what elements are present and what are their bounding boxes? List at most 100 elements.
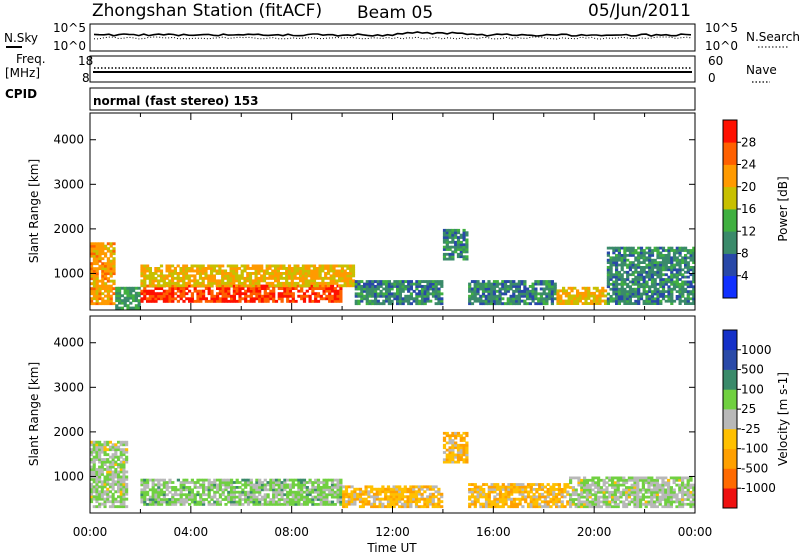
- velocity-cell: [414, 502, 419, 506]
- power-cell: [689, 290, 693, 293]
- power-cell: [176, 276, 180, 280]
- velocity-cell: [95, 492, 99, 496]
- power-cell: [515, 282, 519, 286]
- velocity-cell: [675, 505, 679, 509]
- velocity-cell: [103, 475, 107, 479]
- power-cell: [659, 280, 663, 284]
- velocity-cell: [507, 492, 511, 496]
- velocity-cell: [122, 495, 126, 499]
- power-cell: [470, 294, 475, 298]
- power-cell: [631, 290, 635, 293]
- velocity-cell: [445, 460, 449, 464]
- power-cell: [473, 282, 477, 286]
- velocity-cell: [678, 486, 682, 489]
- power-cell: [617, 282, 621, 286]
- power-cell: [523, 294, 527, 298]
- power-cell: [101, 257, 105, 261]
- power-cell: [299, 272, 303, 275]
- power-cell: [179, 292, 183, 296]
- power-cell: [404, 287, 408, 291]
- velocity-cell: [588, 500, 592, 504]
- power-cell: [212, 264, 216, 268]
- power-colorbar-segment: [723, 186, 737, 210]
- velocity-cell: [193, 486, 197, 489]
- velocity-cell: [613, 502, 617, 506]
- power-cell: [634, 302, 638, 305]
- power-cell: [537, 297, 541, 301]
- velocity-cell: [641, 493, 645, 497]
- power-cell: [92, 274, 96, 278]
- velocity-cell: [546, 500, 550, 504]
- velocity-cell: [597, 505, 601, 509]
- velocity-cell: [456, 431, 461, 435]
- velocity-cell: [597, 495, 601, 499]
- velocity-cell: [580, 483, 584, 487]
- power-cell: [526, 297, 530, 301]
- velocity-cell: [111, 470, 115, 474]
- velocity-cell: [431, 487, 435, 491]
- power-cell: [171, 289, 175, 293]
- power-cell: [537, 282, 541, 286]
- velocity-cell: [165, 498, 169, 501]
- power-cell: [684, 297, 688, 301]
- velocity-colorbar-segment: [723, 409, 737, 430]
- power-cell: [612, 290, 616, 293]
- power-cell: [415, 294, 419, 298]
- power-cell: [615, 261, 619, 264]
- power-cell: [168, 299, 172, 303]
- power-cell: [686, 266, 690, 269]
- velocity-cell: [300, 490, 304, 494]
- power-cell: [112, 249, 116, 253]
- velocity-cell: [667, 488, 671, 492]
- velocity-cell: [681, 493, 685, 497]
- power-cell: [274, 267, 278, 270]
- power-cell: [595, 286, 599, 290]
- velocity-cell: [165, 481, 169, 484]
- power-cell: [645, 280, 649, 284]
- velocity-cell: [165, 493, 169, 497]
- power-cell: [584, 291, 588, 295]
- power-cell: [146, 267, 150, 270]
- velocity-cell: [114, 473, 118, 476]
- power-cell: [340, 272, 344, 275]
- power-cell: [318, 281, 322, 285]
- velocity-cell: [493, 488, 497, 491]
- velocity-cell: [125, 482, 129, 486]
- power-cell: [515, 302, 519, 306]
- power-cell: [258, 294, 262, 298]
- velocity-cell: [291, 500, 295, 504]
- power-cell: [301, 284, 305, 288]
- power-cell: [659, 299, 663, 303]
- power-cell: [277, 287, 281, 290]
- velocity-cell: [681, 500, 685, 504]
- velocity-cell: [451, 431, 455, 435]
- power-cell: [645, 302, 649, 305]
- velocity-cell: [252, 495, 256, 499]
- power-cell: [634, 263, 638, 267]
- velocity-cell: [196, 478, 200, 482]
- power-cell: [481, 285, 486, 288]
- power-cell: [182, 299, 186, 303]
- power-cell: [304, 269, 308, 273]
- power-cell: [468, 287, 472, 291]
- power-cell: [132, 286, 136, 290]
- power-cell: [423, 287, 427, 291]
- velocity-cell: [653, 502, 657, 506]
- velocity-cell: [277, 500, 281, 504]
- velocity-cell: [585, 483, 589, 487]
- velocity-cell: [336, 483, 340, 487]
- velocity-cell: [305, 495, 309, 499]
- power-cell: [637, 261, 641, 264]
- velocity-cell: [372, 500, 377, 504]
- power-cell: [339, 294, 343, 298]
- velocity-cell: [202, 493, 206, 497]
- velocity-cell: [437, 490, 441, 494]
- power-cell: [653, 285, 657, 289]
- velocity-cell: [358, 500, 363, 504]
- velocity-cell: [358, 495, 363, 499]
- power-cell: [473, 287, 477, 291]
- velocity-cell: [400, 497, 405, 501]
- velocity-cell: [689, 476, 693, 480]
- power-cell: [576, 289, 580, 293]
- power-cell: [476, 289, 480, 293]
